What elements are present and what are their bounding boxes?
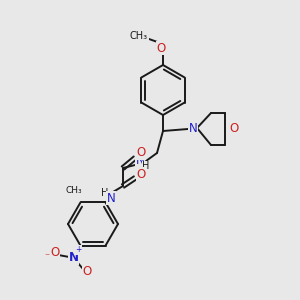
Text: N: N [68,251,79,264]
Text: O: O [83,265,92,278]
Text: N: N [189,122,197,134]
Text: O: O [50,246,59,259]
Text: +: + [75,245,82,254]
Text: O: O [136,146,146,160]
Text: CH₃: CH₃ [130,31,148,41]
Text: N: N [136,154,144,167]
Text: O: O [156,41,166,55]
Text: O: O [136,167,146,181]
Text: H: H [101,188,109,198]
Text: H: H [142,161,150,171]
Text: ⁻: ⁻ [44,253,49,262]
Text: CH₃: CH₃ [65,186,82,195]
Text: O: O [230,122,238,136]
Text: N: N [106,191,116,205]
